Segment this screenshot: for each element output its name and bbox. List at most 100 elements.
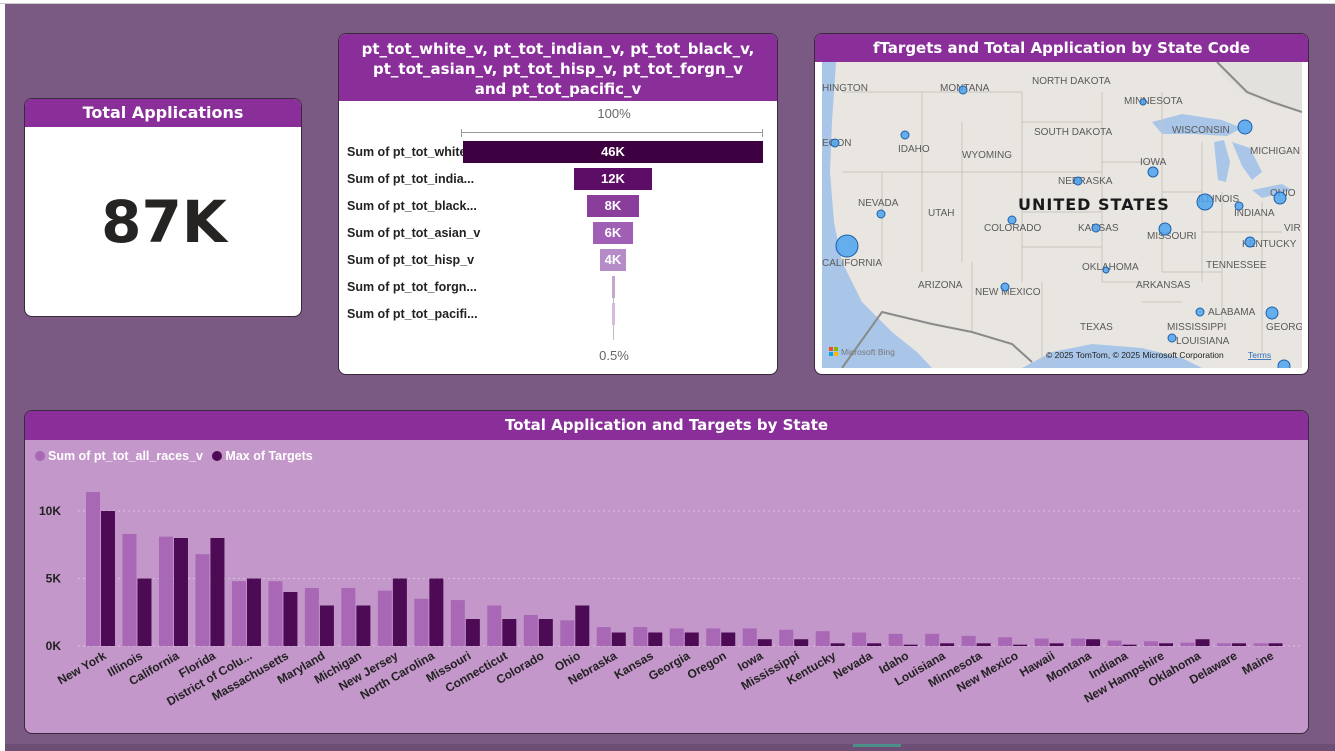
bar-applications[interactable] bbox=[633, 627, 648, 646]
map-bubble-louisiana[interactable] bbox=[1167, 333, 1177, 343]
funnel-bar[interactable]: 46K bbox=[463, 141, 763, 163]
bar-targets[interactable] bbox=[611, 632, 626, 647]
active-page-tab[interactable] bbox=[853, 744, 901, 747]
map-bubble-indiana[interactable] bbox=[1234, 201, 1244, 211]
bar-applications[interactable] bbox=[596, 627, 611, 646]
bar-applications[interactable] bbox=[706, 628, 721, 646]
bar-targets[interactable] bbox=[1159, 643, 1174, 646]
bar-targets[interactable] bbox=[940, 643, 955, 646]
bar-targets[interactable] bbox=[684, 632, 699, 647]
map-terms-link[interactable]: Terms bbox=[1248, 350, 1271, 360]
map-bubble-kansas[interactable] bbox=[1091, 223, 1101, 233]
map-bubble-illinois[interactable] bbox=[1196, 193, 1214, 211]
funnel-bar[interactable]: 4K bbox=[599, 249, 627, 271]
bar-targets[interactable] bbox=[246, 578, 261, 647]
bar-targets[interactable] bbox=[648, 632, 663, 647]
bar-applications[interactable] bbox=[779, 629, 794, 646]
map-bubble-new-mexico[interactable] bbox=[1000, 282, 1010, 292]
bar-applications[interactable] bbox=[341, 587, 356, 646]
bar-applications[interactable] bbox=[1107, 640, 1122, 646]
bar-targets[interactable] bbox=[502, 619, 517, 646]
bar-targets[interactable] bbox=[465, 619, 480, 646]
legend-label-applications[interactable]: Sum of pt_tot_all_races_v bbox=[48, 449, 203, 463]
bar-applications[interactable] bbox=[742, 628, 757, 646]
map-bubble-oklahoma[interactable] bbox=[1102, 266, 1110, 274]
map-bubble-michigan[interactable] bbox=[1237, 119, 1253, 135]
map-bubble-kentucky[interactable] bbox=[1244, 236, 1256, 248]
bar-targets[interactable] bbox=[356, 605, 371, 647]
map-bubble-colorado[interactable] bbox=[1007, 215, 1017, 225]
bar-targets[interactable] bbox=[757, 639, 772, 646]
map-bubble-nevada[interactable] bbox=[876, 209, 886, 219]
funnel-bar[interactable]: 12K bbox=[573, 168, 653, 190]
bar-targets[interactable] bbox=[794, 639, 809, 646]
bar-chart-card[interactable]: Total Application and Targets by State S… bbox=[24, 410, 1309, 734]
bar-targets[interactable] bbox=[538, 619, 553, 646]
bar-targets[interactable] bbox=[392, 578, 407, 647]
map-bubble-florida[interactable] bbox=[1277, 359, 1291, 368]
bar-targets[interactable] bbox=[830, 643, 845, 646]
bar-applications[interactable] bbox=[487, 605, 502, 647]
map-bubble-iowa[interactable] bbox=[1147, 166, 1159, 178]
bar-applications[interactable] bbox=[998, 637, 1013, 646]
bar-targets[interactable] bbox=[1049, 643, 1064, 646]
funnel-bar[interactable] bbox=[611, 276, 615, 298]
us-map[interactable]: HINGTON MONTANA NORTH DAKOTA MINNESOTA S… bbox=[822, 62, 1302, 368]
bar-applications[interactable] bbox=[1034, 638, 1049, 646]
map-bubble-alabama[interactable] bbox=[1195, 307, 1205, 317]
bar-targets[interactable] bbox=[1195, 639, 1210, 646]
bar-targets[interactable] bbox=[1268, 643, 1283, 646]
map-bubble-minnesota[interactable] bbox=[1139, 98, 1147, 106]
bar-applications[interactable] bbox=[669, 628, 684, 646]
bar-applications[interactable] bbox=[195, 554, 210, 646]
bar-applications[interactable] bbox=[1253, 643, 1268, 646]
bar-targets[interactable] bbox=[1122, 644, 1137, 646]
bar-applications[interactable] bbox=[268, 581, 283, 646]
bar-applications[interactable] bbox=[414, 598, 429, 646]
bar-targets[interactable] bbox=[1232, 643, 1247, 646]
bar-targets[interactable] bbox=[1013, 644, 1028, 646]
bar-applications[interactable] bbox=[377, 590, 392, 646]
funnel-bar[interactable]: 6K bbox=[593, 222, 633, 244]
bar-applications[interactable] bbox=[1144, 641, 1159, 646]
bar-targets[interactable] bbox=[903, 644, 918, 646]
map-bubble-montana[interactable] bbox=[958, 85, 968, 95]
funnel-bar[interactable]: 8K bbox=[586, 195, 640, 217]
bar-targets[interactable] bbox=[101, 511, 115, 646]
bar-applications[interactable] bbox=[304, 587, 319, 646]
map-bubble-california[interactable] bbox=[835, 234, 859, 258]
bar-targets[interactable] bbox=[429, 578, 444, 647]
bar-applications[interactable] bbox=[1071, 638, 1086, 646]
bar-applications[interactable] bbox=[86, 492, 100, 646]
map-bubble-oregon[interactable] bbox=[830, 138, 840, 148]
bar-applications[interactable] bbox=[231, 581, 246, 646]
bar-applications[interactable] bbox=[450, 600, 465, 646]
state-map-card[interactable]: fTargets and Total Application by State … bbox=[814, 33, 1309, 375]
map-bubble-idaho[interactable] bbox=[900, 130, 910, 140]
bar-applications[interactable] bbox=[1217, 643, 1232, 646]
bar-targets[interactable] bbox=[721, 632, 736, 647]
funnel-chart-card[interactable]: pt_tot_white_v, pt_tot_indian_v, pt_tot_… bbox=[338, 33, 778, 375]
bar-applications[interactable] bbox=[888, 633, 903, 646]
bar-applications[interactable] bbox=[1180, 642, 1195, 646]
bar-applications[interactable] bbox=[158, 536, 173, 646]
total-applications-card[interactable]: Total Applications 87K bbox=[24, 98, 302, 317]
bar-targets[interactable] bbox=[575, 605, 590, 647]
funnel-bar[interactable] bbox=[611, 303, 615, 325]
bar-applications[interactable] bbox=[852, 632, 867, 647]
bar-applications[interactable] bbox=[560, 620, 575, 646]
bar-applications[interactable] bbox=[961, 635, 976, 646]
map-bubble-georgia[interactable] bbox=[1265, 306, 1279, 320]
bar-targets[interactable] bbox=[319, 605, 334, 647]
bar-applications[interactable] bbox=[122, 533, 137, 646]
map-bubble-missouri[interactable] bbox=[1158, 222, 1172, 236]
bar-targets[interactable] bbox=[867, 643, 882, 646]
bar-targets[interactable] bbox=[1086, 639, 1101, 646]
bar-targets[interactable] bbox=[283, 592, 298, 646]
bar-targets[interactable] bbox=[976, 643, 991, 646]
bar-targets[interactable] bbox=[210, 538, 225, 646]
map-bubble-ohio[interactable] bbox=[1273, 191, 1287, 205]
legend-label-targets[interactable]: Max of Targets bbox=[225, 449, 313, 463]
bar-applications[interactable] bbox=[925, 633, 940, 646]
